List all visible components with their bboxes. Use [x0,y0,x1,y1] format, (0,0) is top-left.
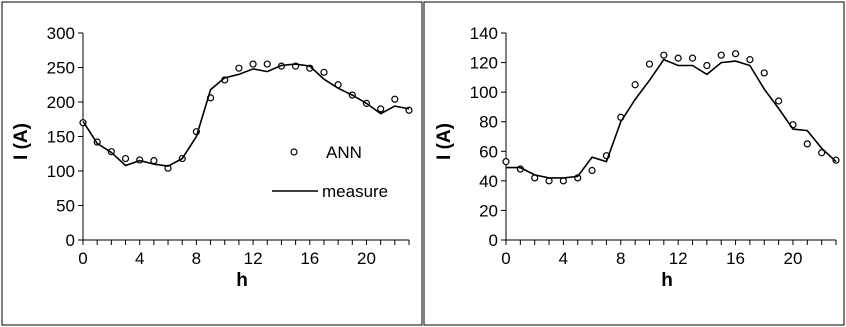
data-point-ann [775,97,783,105]
x-tick-label: 4 [559,249,568,268]
x-tick-label: 0 [78,249,87,268]
y-tick-label: 50 [56,197,75,216]
legend-marker-ann [290,148,298,156]
data-point-ann [688,54,697,62]
data-point-ann [832,156,840,164]
data-point-ann [631,81,639,89]
data-point-ann [559,177,567,185]
x-axis-label: h [236,270,248,291]
y-tick-label: 250 [47,59,75,78]
data-point-ann [320,68,328,76]
x-tick-label: 12 [244,249,263,268]
data-point-ann [703,61,711,70]
data-point-ann [674,54,682,62]
chart-left: 0 50 100 150 200 250 300 0 4 8 12 16 20 h I (A) ANN meas… [11,24,413,291]
y-tick-label: 80 [479,113,498,132]
data-point-ann [150,157,158,165]
x-tick-label: 20 [783,249,802,268]
x-tick-label: 16 [300,249,319,268]
y-tick-label: 300 [47,24,75,43]
series-line-measure [82,63,410,168]
data-point-ann [760,69,768,77]
data-point-ann [818,149,826,157]
y-axis-label: I (A) [11,123,32,160]
y-tick-label: 0 [489,231,498,250]
data-point-ann [660,51,668,59]
y-tick-label: 120 [470,54,498,73]
data-point-ann [645,60,654,68]
chart-panel-right [423,1,845,326]
x-tick-label: 8 [192,249,201,268]
data-point-ann [377,105,385,113]
data-point-ann [731,50,740,58]
legend-label-measure: measure [322,182,388,201]
data-point-ann [263,60,271,68]
data-point-ann [746,56,754,64]
y-tick-label: 150 [47,128,75,147]
chart-right: 0 20 40 60 80 100 120 140 0 4 8 12 16 20 h I (A) [434,24,840,291]
data-point-ann [588,166,596,175]
data-point-ann [235,64,243,72]
y-axis-label: I (A) [434,123,455,160]
y-tick-label: 200 [47,93,75,112]
y-tick-label: 140 [470,24,498,43]
y-tick-label: 0 [66,231,75,250]
y-tick-label: 100 [470,83,498,102]
y-tick-label: 100 [47,162,75,181]
y-tick-label: 40 [479,172,498,191]
legend-label-ann: ANN [326,143,362,162]
data-point-ann [502,158,510,166]
x-axis-label: h [661,270,673,291]
x-tick-label: 20 [357,249,376,268]
x-tick-label: 16 [726,249,745,268]
x-tick-label: 8 [616,249,625,268]
data-point-ann [121,154,130,163]
data-point-ann [717,51,725,59]
data-point-ann [391,95,399,103]
x-tick-label: 0 [501,249,510,268]
data-point-ann [803,140,811,148]
series-line-measure [506,58,837,179]
y-tick-label: 60 [479,142,498,161]
x-tick-label: 12 [669,249,688,268]
data-point-ann [249,60,257,68]
chart-panel-left [1,1,423,326]
data-point-ann [545,177,553,185]
y-tick-label: 20 [479,201,498,220]
x-tick-label: 4 [135,249,144,268]
